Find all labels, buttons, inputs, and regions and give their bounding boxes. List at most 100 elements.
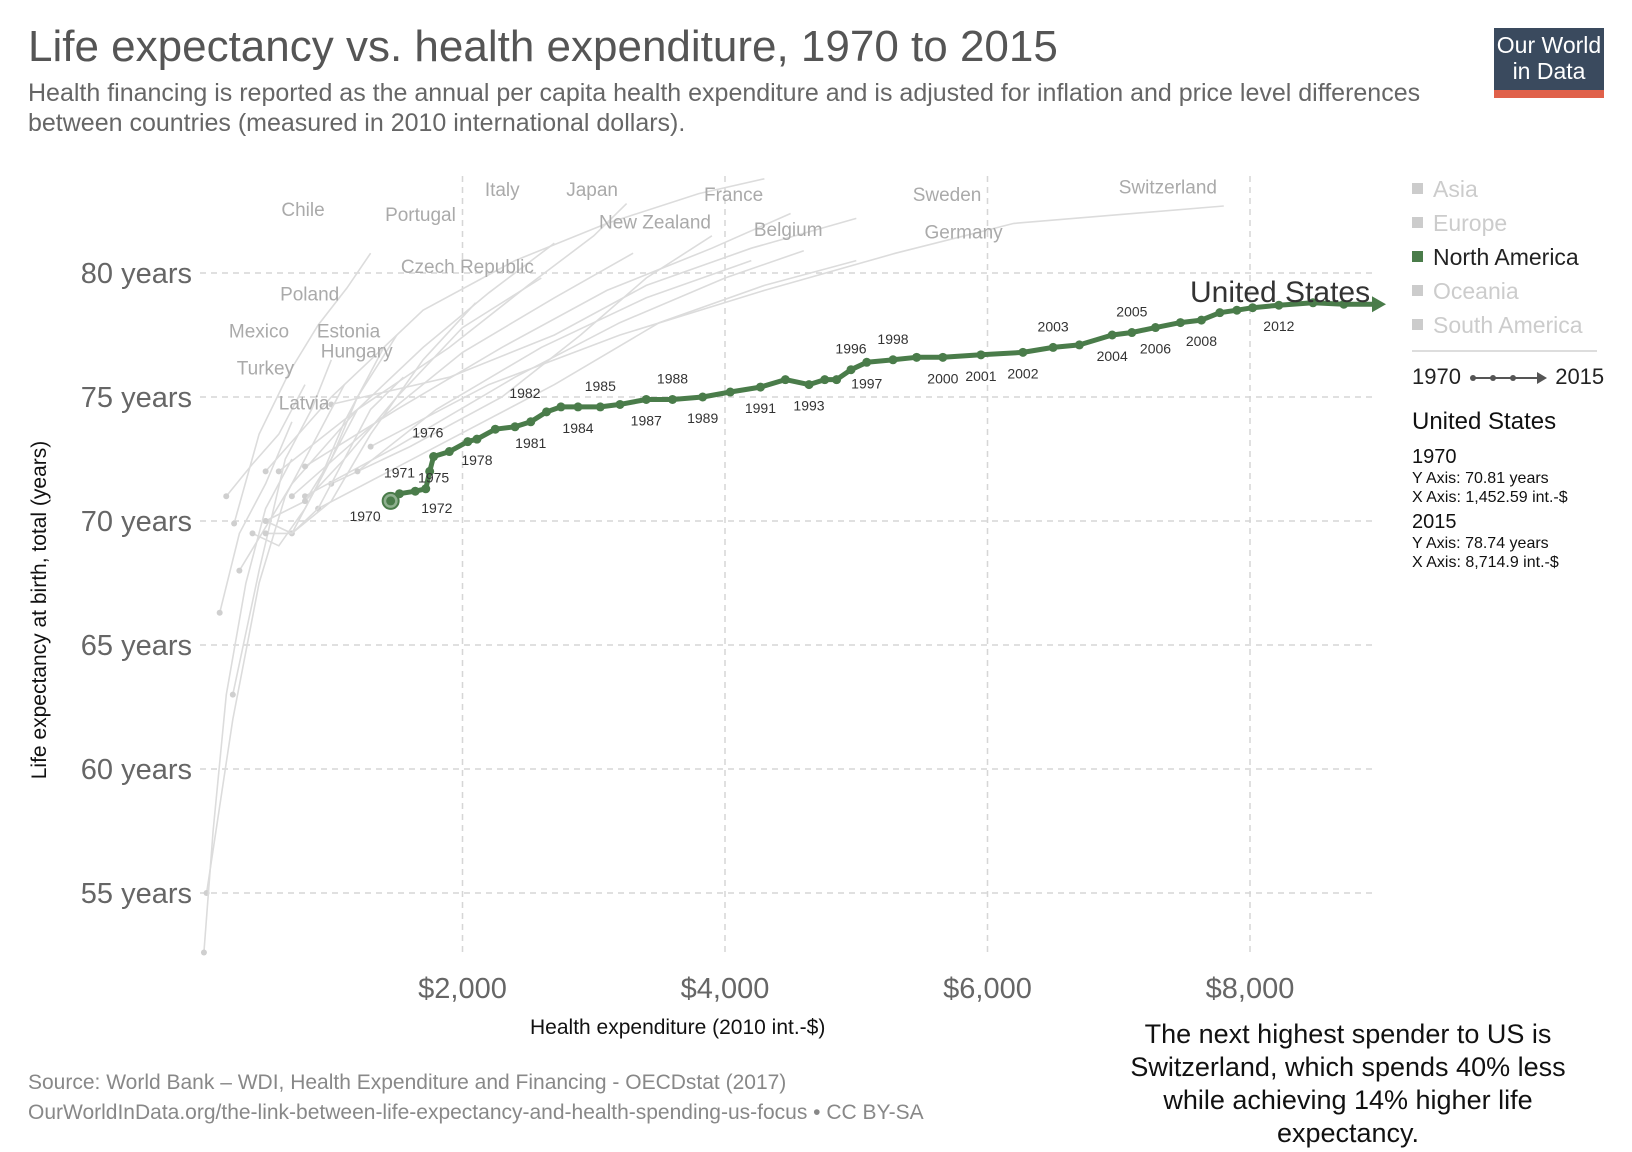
- highlight-point: [429, 452, 439, 462]
- year-label: 1984: [562, 420, 593, 436]
- source-note: Source: World Bank – WDI, Health Expendi…: [28, 1068, 924, 1128]
- background-series-line: [304, 277, 542, 502]
- country-label: Italy: [485, 180, 520, 201]
- highlight-point: [510, 422, 520, 432]
- background-series-start-point: [302, 498, 308, 505]
- highlight-point: [755, 382, 765, 392]
- year-label: 1991: [745, 400, 776, 416]
- country-label: Poland: [280, 284, 339, 305]
- legend: Asia Europe North America Oceania South …: [1412, 172, 1622, 390]
- highlight-point: [410, 486, 420, 496]
- legend-item-south-america[interactable]: South America: [1412, 308, 1622, 342]
- highlight-point: [668, 394, 677, 404]
- logo-line-2: in Data: [1512, 58, 1586, 84]
- year-label: 1976: [412, 425, 443, 441]
- year-label: 1981: [515, 435, 546, 451]
- chart-title: Life expectancy vs. health expenditure, …: [28, 22, 1058, 71]
- year-label: 1975: [418, 470, 449, 486]
- background-series-start-point: [367, 443, 374, 450]
- background-series-line: [252, 409, 359, 547]
- timeline-arrow-icon: [1470, 372, 1548, 385]
- info-start-y: Y Axis: 70.81 years: [1412, 470, 1549, 487]
- background-series-start-point: [262, 530, 269, 537]
- timeline-start: 1970: [1412, 364, 1461, 389]
- country-label: Turkey: [237, 359, 295, 380]
- source-link[interactable]: OurWorldInData.org/the-link-between-life…: [28, 1101, 924, 1124]
- highlight-point: [615, 399, 625, 409]
- country-label: Hungary: [321, 341, 393, 362]
- highlight-point: [1196, 315, 1206, 325]
- year-label: 2006: [1140, 341, 1171, 357]
- country-label: Mexico: [229, 321, 289, 342]
- background-series-line: [357, 259, 752, 473]
- legend-label: North America: [1433, 244, 1579, 270]
- background-series-line: [232, 359, 333, 695]
- highlight-point: [912, 352, 922, 362]
- highlight-point: [425, 466, 435, 476]
- year-label: 1978: [461, 452, 492, 468]
- timeline-end: 2015: [1555, 364, 1605, 389]
- country-label: Estonia: [317, 321, 381, 342]
- legend-item-europe[interactable]: Europe: [1412, 206, 1622, 240]
- x-tick-label: $8,000: [1206, 973, 1295, 1005]
- x-axis-label: Health expenditure (2010 int.-$): [530, 1016, 826, 1039]
- highlight-point: [1339, 299, 1349, 309]
- legend-swatch: [1412, 285, 1423, 297]
- country-label: Czech Republic: [401, 257, 534, 278]
- highlight-point: [1248, 303, 1258, 313]
- grid: [200, 176, 1375, 955]
- highlight-point: [395, 489, 404, 499]
- background-series-start-point: [262, 518, 269, 524]
- x-tick-label: $6,000: [943, 973, 1032, 1005]
- country-label: Portugal: [385, 205, 456, 226]
- timeline-toggle[interactable]: 1970 2015: [1412, 364, 1622, 390]
- country-label: Sweden: [913, 185, 982, 206]
- highlight-point: [490, 424, 500, 434]
- highlight-point: [804, 380, 814, 390]
- highlight-point: [556, 402, 566, 412]
- y-tick-label: 65 years: [81, 630, 192, 662]
- year-label: 2012: [1263, 318, 1294, 334]
- background-series-line: [233, 252, 372, 524]
- background-series-start-point: [200, 949, 207, 956]
- year-label: 1970: [349, 508, 380, 524]
- background-series-line: [225, 384, 306, 497]
- year-label: 2001: [965, 368, 996, 384]
- legend-label: Europe: [1433, 210, 1508, 236]
- highlight-point: [1274, 300, 1284, 310]
- owid-logo[interactable]: Our World in Data: [1494, 28, 1604, 98]
- highlight-point: [862, 357, 872, 367]
- highlight-point: [463, 437, 473, 447]
- country-label: Switzerland: [1119, 178, 1217, 199]
- highlight-point: [832, 375, 842, 385]
- year-label: 2000: [927, 370, 958, 386]
- x-tick-label: $2,000: [418, 973, 507, 1005]
- highlight-point: [1175, 318, 1185, 328]
- country-label: Belgium: [754, 220, 823, 241]
- y-tick-label: 60 years: [81, 754, 192, 786]
- y-tick-label: 80 years: [81, 258, 192, 290]
- background-series-start-point: [354, 468, 361, 475]
- background-series-start-point: [249, 530, 256, 537]
- highlight-point: [595, 402, 605, 412]
- highlight-series-label: United States: [1190, 276, 1370, 309]
- highlight-point: [1107, 330, 1117, 340]
- highlight-point: [820, 375, 830, 385]
- country-label: New Zealand: [599, 212, 711, 233]
- year-label: 2005: [1116, 304, 1147, 320]
- background-series-start-point: [288, 493, 295, 500]
- x-tick-label: $4,000: [681, 973, 770, 1005]
- highlight-point: [1151, 323, 1160, 333]
- background-series-start-point: [216, 609, 223, 616]
- year-label: 1998: [877, 331, 908, 347]
- highlight-point: [725, 387, 735, 397]
- info-country: United States: [1412, 408, 1557, 435]
- background-series-line: [291, 302, 477, 535]
- background-series-line: [304, 249, 805, 497]
- info-end-year: 2015: [1412, 511, 1457, 533]
- legend-item-oceania[interactable]: Oceania: [1412, 274, 1622, 308]
- legend-item-asia[interactable]: Asia: [1412, 172, 1622, 206]
- legend-item-north-america[interactable]: North America: [1412, 240, 1622, 274]
- country-label: France: [704, 185, 763, 206]
